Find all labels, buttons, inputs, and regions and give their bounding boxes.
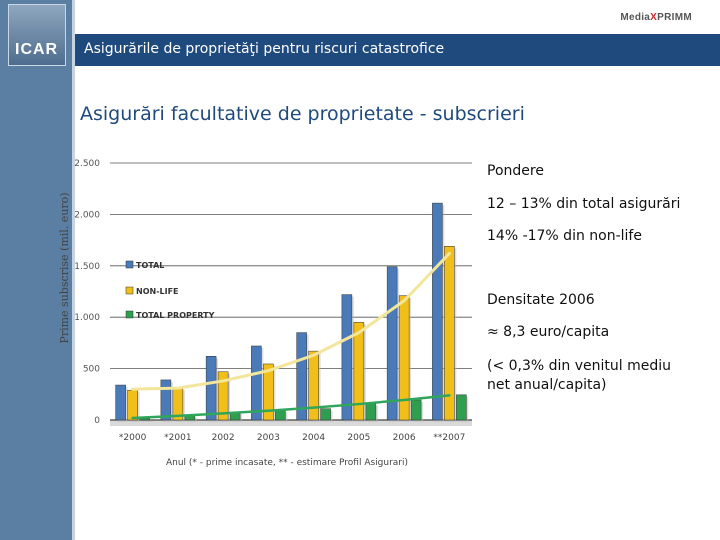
bar-total-property — [456, 394, 467, 421]
bar-total — [432, 202, 443, 421]
x-tick-label: 2006 — [393, 433, 416, 443]
x-tick-label: 2003 — [257, 433, 280, 443]
bar-shadow — [141, 420, 152, 422]
trendline — [131, 394, 451, 420]
brand-prefix: Media — [620, 12, 651, 23]
brand-x: X — [650, 12, 658, 23]
y-tick-label: 1.000 — [74, 313, 100, 323]
legend-label: TOTAL — [136, 261, 164, 270]
media-primm-logo: MediaXPRIMM — [620, 12, 692, 23]
bar-total-property — [320, 408, 331, 421]
bar-chart: Prime subscrise (mil. euro) Anul (* - pr… — [58, 159, 472, 468]
densitate-line-2: net anual/capita) — [487, 377, 607, 393]
densitate-approx: ≈ 8,3 euro/capita — [487, 324, 610, 340]
header-bar — [75, 34, 720, 66]
bar-non-life — [263, 363, 274, 421]
bar-non-life — [127, 389, 138, 421]
y-tick-label: 2.000 — [74, 210, 100, 220]
y-axis-label: Prime subscrise (mil. euro) — [58, 192, 71, 343]
x-tick-label: **2007 — [433, 433, 465, 443]
pondere-title: Pondere — [487, 163, 544, 179]
header-title: Asigurările de proprietăţi pentru riscur… — [84, 41, 445, 57]
y-tick-label: 500 — [83, 365, 100, 375]
icar-logo: ICAR — [8, 4, 66, 66]
trendline — [131, 251, 451, 391]
legend-label: NON-LIFE — [136, 287, 179, 296]
bar-total-property — [410, 399, 422, 421]
bar-total — [251, 345, 262, 421]
legend-label: TOTAL PROPERTY — [136, 311, 215, 320]
bar-total — [205, 356, 217, 421]
sidebar-divider — [72, 0, 75, 540]
bar-total — [115, 384, 126, 421]
x-tick-label: *2000 — [119, 433, 147, 443]
bar-total-property — [365, 403, 377, 421]
slide-title: Asigurări facultative de proprietate - s… — [80, 103, 525, 125]
icar-logo-text: ICAR — [15, 41, 59, 58]
legend-swatch — [125, 286, 134, 295]
y-tick-label: 1.500 — [74, 262, 100, 272]
bar-non-life — [444, 246, 455, 421]
bar-non-life — [398, 295, 410, 421]
bar-total — [341, 294, 353, 421]
pondere-line-1: 12 – 13% din total asigurări — [487, 196, 681, 212]
pondere-line-2: 14% -17% din non-life — [487, 228, 642, 244]
x-tick-label: *2001 — [164, 433, 191, 443]
y-tick-label: 2.500 — [74, 159, 100, 169]
x-tick-label: 2002 — [212, 433, 235, 443]
bar-non-life — [308, 350, 319, 421]
bar-non-life — [353, 322, 365, 421]
bar-total — [386, 266, 398, 421]
bar-total-property — [275, 409, 286, 421]
densitate-line-1: (< 0,3% din venitul mediu — [487, 358, 672, 374]
chart-floor — [110, 420, 472, 426]
bar-total — [160, 379, 172, 421]
brand-suffix: PRIMM — [657, 12, 692, 23]
left-sidebar: ICAR — [0, 0, 72, 540]
y-tick-label: 0 — [94, 416, 100, 426]
bar-total — [296, 332, 307, 421]
x-axis-label: Anul (* - prime incasate, ** - estimare … — [166, 458, 408, 468]
densitate-title: Densitate 2006 — [487, 292, 595, 308]
legend-swatch — [125, 260, 134, 269]
legend-swatch — [125, 310, 134, 319]
bar-non-life — [217, 371, 229, 421]
x-tick-label: 2005 — [347, 433, 370, 443]
x-tick-label: 2004 — [302, 433, 325, 443]
